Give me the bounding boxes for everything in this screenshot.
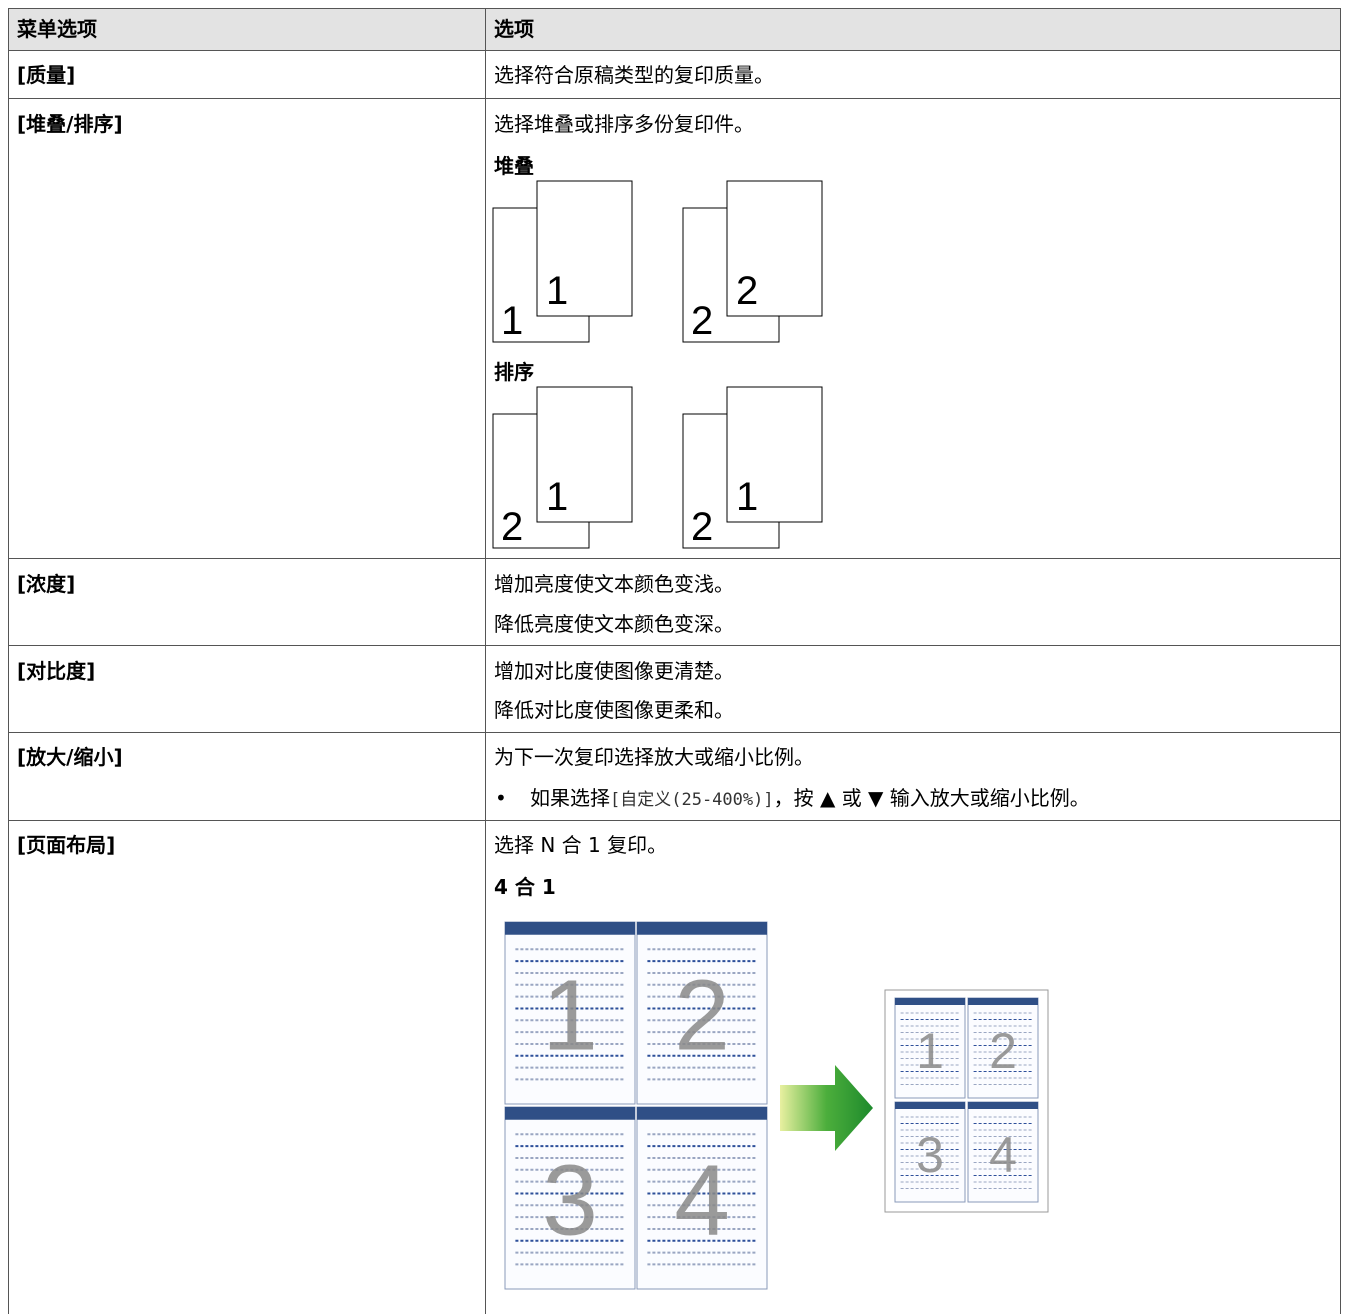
result-page-number: 3: [916, 1127, 944, 1183]
cell: [8, 820, 486, 1314]
n-in-1-figure: 1 23 41 23 4: [504, 921, 1049, 1290]
page-banner: [505, 1107, 635, 1120]
page-number: 1: [736, 475, 758, 519]
page-number: 2: [736, 269, 758, 313]
cell: [485, 820, 1341, 1314]
bullet-text: 如果选择: [530, 786, 610, 810]
menu-item: [放大/缩小]: [17, 745, 123, 769]
cell: [8, 558, 486, 646]
option-text: 降低对比度使图像更柔和。: [494, 698, 734, 722]
stack-figure: 11 22: [492, 180, 823, 343]
page-banner: [968, 998, 1038, 1005]
front-page: [726, 180, 823, 317]
page-banner: [637, 1107, 767, 1120]
header-cell: [485, 8, 1341, 51]
page-number: 1: [546, 475, 568, 519]
bullet-code: [自定义(25-400%)]: [610, 790, 774, 810]
option-text: 为下一次复印选择放大或缩小比例。: [494, 745, 814, 769]
page: [504, 1106, 636, 1290]
front-page: [536, 180, 633, 317]
page-banner: [895, 1102, 965, 1109]
page-banner: [505, 922, 635, 935]
bullet-text: ，按 ▲ 或 ▼ 输入放大或缩小比例。: [773, 786, 1090, 810]
figure-label: 排序: [494, 360, 534, 384]
menu-item: [对比度]: [17, 659, 96, 683]
page-banner: [637, 922, 767, 935]
result-page-number: 1: [916, 1023, 944, 1079]
page: [636, 921, 768, 1105]
option-text: 增加亮度使文本颜色变浅。: [494, 572, 734, 596]
option-text: 增加对比度使图像更清楚。: [494, 659, 734, 683]
figure-label: 4 合 1: [494, 875, 556, 899]
menu-item: [页面布局]: [17, 833, 116, 857]
header-text: 选项: [494, 17, 534, 41]
source-page-number: 1: [542, 959, 598, 1071]
front-page: [726, 386, 823, 523]
page-number: 2: [501, 505, 523, 549]
page-number: 2: [691, 505, 713, 549]
result-page-number: 2: [989, 1023, 1017, 1079]
page-number: 1: [501, 299, 523, 343]
result-page-number: 4: [989, 1127, 1017, 1183]
option-text: 选择 N 合 1 复印。: [494, 833, 668, 857]
source-page-number: 4: [674, 1144, 730, 1256]
page: [967, 997, 1039, 1099]
arrow: [780, 1065, 873, 1151]
page-banner: [895, 998, 965, 1005]
page: [504, 921, 636, 1105]
figure-label: 堆叠: [494, 154, 534, 178]
cell: [8, 98, 486, 559]
front-page: [536, 386, 633, 523]
page: [967, 1101, 1039, 1203]
menu-item: [质量]: [17, 63, 76, 87]
source-page-number: 3: [542, 1144, 598, 1256]
bullet-item: 如果选择[自定义(25-400%)]，按 ▲ 或 ▼ 输入放大或缩小比例。: [495, 786, 1090, 812]
page: [636, 1106, 768, 1290]
option-text: 选择堆叠或排序多份复印件。: [494, 112, 754, 136]
menu-item: [堆叠/排序]: [17, 112, 123, 136]
source-page-number: 2: [674, 959, 730, 1071]
page: [894, 1101, 966, 1203]
menu-item: [浓度]: [17, 572, 76, 596]
page-banner: [968, 1102, 1038, 1109]
header-cell: [8, 8, 486, 51]
option-text: 选择符合原稿类型的复印质量。: [494, 63, 774, 87]
page: [894, 997, 966, 1099]
cell: [8, 50, 486, 99]
option-text: 降低亮度使文本颜色变深。: [494, 612, 734, 636]
page-number: 2: [691, 299, 713, 343]
page-number: 1: [546, 269, 568, 313]
header-text: 菜单选项: [17, 17, 97, 41]
